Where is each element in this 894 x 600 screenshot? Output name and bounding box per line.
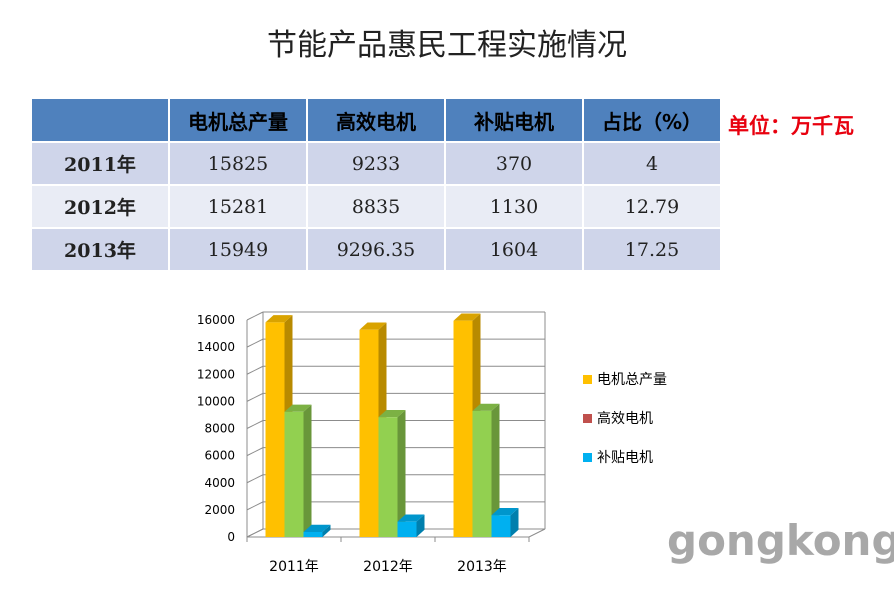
- bar: [359, 329, 379, 537]
- unit-label: 单位：万千瓦: [728, 114, 854, 138]
- table-header-cell: 电机总产量: [170, 99, 308, 143]
- table-row-header: 2012年: [32, 186, 170, 229]
- bar-top: [284, 404, 312, 412]
- legend-label: 电机总产量: [597, 372, 667, 388]
- y-tick-label: 12000: [197, 367, 235, 381]
- bar-top: [359, 322, 387, 330]
- table-row: 2011年 15825 9233 370 4: [32, 143, 722, 186]
- bar: [453, 320, 473, 537]
- table-cell: 8835: [308, 186, 446, 229]
- y-tick-label: 0: [227, 530, 235, 544]
- table-cell: 4: [584, 143, 722, 186]
- table-header-cell: 补贴电机: [446, 99, 584, 143]
- table-header-cell: 高效电机: [308, 99, 446, 143]
- bar: [303, 531, 323, 537]
- table-cell: 1604: [446, 229, 584, 272]
- bar-top: [491, 508, 519, 516]
- table-cell: 12.79: [584, 186, 722, 229]
- watermark-logo: gongkong: [667, 516, 894, 565]
- bar-top: [265, 315, 293, 323]
- y-tick-label: 16000: [197, 313, 235, 327]
- data-table: 电机总产量 高效电机 补贴电机 占比（%） 2011年 15825 9233 3…: [32, 99, 722, 272]
- gridline-side: [246, 338, 264, 348]
- x-tick-label: 2012年: [363, 559, 413, 575]
- table-row-header: 2013年: [32, 229, 170, 272]
- gridline-side: [246, 501, 264, 511]
- legend-label: 补贴电机: [597, 450, 653, 466]
- legend-swatch: [583, 375, 592, 384]
- y-tick-label: 14000: [197, 340, 235, 354]
- bar-top: [378, 409, 406, 418]
- table-row: 2013年 15949 9296.35 1604 17.25: [32, 229, 722, 272]
- bar-side: [397, 409, 406, 537]
- gridline-side: [246, 392, 264, 402]
- table-header-cell: [32, 99, 170, 143]
- table-cell: 9296.35: [308, 229, 446, 272]
- bar: [378, 417, 398, 537]
- bar-side: [416, 514, 425, 537]
- y-tick-label: 6000: [204, 449, 235, 463]
- table-header-row: 电机总产量 高效电机 补贴电机 占比（%）: [32, 99, 722, 143]
- y-tick-label: 8000: [204, 422, 235, 436]
- table-cell: 15825: [170, 143, 308, 186]
- bar-top: [397, 514, 425, 522]
- bar-side: [491, 403, 500, 537]
- gridline-side: [246, 311, 264, 321]
- bar-side: [303, 404, 312, 537]
- table-cell: 9233: [308, 143, 446, 186]
- gridline-side: [246, 365, 264, 375]
- legend-label: 高效电机: [597, 410, 653, 427]
- bar-top: [453, 313, 481, 321]
- gridline-side: [246, 474, 264, 484]
- table-cell: 15281: [170, 186, 308, 229]
- y-tick-label: 10000: [197, 394, 235, 408]
- x-tick-label: 2011年: [269, 559, 319, 575]
- table-row: 2012年 15281 8835 1130 12.79: [32, 186, 722, 229]
- x-tick-label: 2013年: [457, 559, 507, 575]
- bar: [265, 322, 285, 537]
- table-cell: 370: [446, 143, 584, 186]
- table-row-header: 2011年: [32, 143, 170, 186]
- bar-top: [303, 524, 331, 532]
- gridline-side: [246, 420, 264, 429]
- bar-side: [510, 508, 519, 537]
- table-header-cell: 占比（%）: [584, 99, 722, 143]
- legend-swatch: [583, 414, 592, 423]
- bar-chart: 0 2000 4000 6000 8000 10000 12000 14000 16000 201…: [197, 311, 667, 575]
- y-tick-label: 2000: [204, 503, 235, 517]
- bar-top: [472, 403, 500, 411]
- bar: [397, 521, 417, 537]
- page-title: 节能产品惠民工程实施情况: [267, 28, 627, 63]
- bar: [284, 411, 304, 537]
- table-cell: 15949: [170, 229, 308, 272]
- legend-swatch: [583, 453, 592, 462]
- table-cell: 17.25: [584, 229, 722, 272]
- y-tick-label: 4000: [204, 476, 235, 490]
- bar: [472, 410, 492, 537]
- bar-side: [322, 524, 331, 537]
- bar: [491, 515, 511, 537]
- table-cell: 1130: [446, 186, 584, 229]
- gridline-side: [246, 447, 264, 457]
